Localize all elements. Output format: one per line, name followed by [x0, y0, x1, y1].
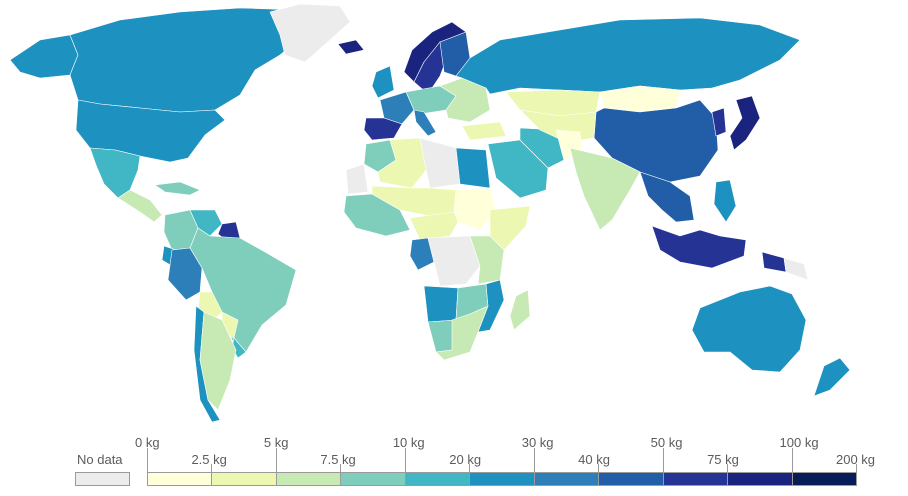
legend-tick: [598, 464, 600, 472]
legend-tick: [211, 464, 213, 472]
legend-swatch: [469, 472, 535, 486]
region-korea: [711, 107, 727, 137]
legend-label-upper: 100 kg: [779, 435, 819, 450]
legend-swatch: [340, 472, 406, 486]
legend-label-lower: 200 kg: [836, 452, 876, 467]
legend-label-upper: 0 kg: [135, 435, 160, 450]
region-mexico: [89, 147, 141, 199]
region-brazil: [189, 227, 297, 353]
region-australia: [691, 285, 807, 373]
legend-tick: [275, 448, 277, 472]
region-iberia: [363, 117, 403, 141]
legend-label-lower: 7.5 kg: [320, 452, 356, 467]
legend-label-lower: 40 kg: [578, 452, 610, 467]
legend-no-data-swatch: [75, 472, 130, 486]
region-alaska: [9, 34, 79, 79]
legend-label-lower: 75 kg: [707, 452, 739, 467]
legend-swatch: [727, 472, 793, 486]
region-caribbean: [154, 181, 201, 196]
legend-tick: [404, 448, 406, 472]
legend-swatch: [791, 472, 857, 486]
legend-tick: [533, 448, 535, 472]
legend-tick: [147, 448, 148, 472]
region-gabon-congo: [409, 237, 435, 271]
region-venezuela: [189, 209, 223, 237]
legend-swatch: [598, 472, 664, 486]
region-argentina: [199, 311, 237, 411]
legend-tick: [791, 448, 793, 472]
legend-label-lower: 2.5 kg: [191, 452, 227, 467]
region-central-america: [117, 189, 163, 223]
legend-tick: [662, 448, 664, 472]
legend-label-upper: 50 kg: [650, 435, 683, 450]
region-italy: [413, 109, 437, 137]
world-map: [9, 3, 851, 423]
region-egypt: [455, 147, 491, 189]
legend-swatch: [147, 472, 213, 486]
region-philippines: [713, 179, 737, 223]
legend-swatch: [275, 472, 342, 486]
region-libya: [419, 137, 461, 189]
legend-label-upper: 30 kg: [521, 435, 554, 450]
region-horn-africa: [489, 205, 531, 251]
region-indonesia: [651, 225, 747, 269]
region-canada: [69, 7, 311, 113]
legend-tick: [856, 464, 857, 472]
legend-swatch: [533, 472, 600, 486]
region-india: [569, 147, 641, 231]
legend-tick: [340, 464, 342, 472]
region-iceland: [337, 39, 365, 55]
legend: No data 0 kg 5 kg 10 kg 30 kg 50 kg 100 kg 2.5…: [0, 430, 908, 496]
region-france: [379, 91, 415, 125]
region-mongolia: [599, 85, 681, 113]
region-new-zealand: [813, 357, 851, 397]
legend-tick: [727, 464, 729, 472]
region-uk: [371, 65, 395, 99]
region-new-guinea: [761, 251, 787, 273]
legend-swatch: [404, 472, 471, 486]
legend-no-data-label: No data: [77, 452, 123, 467]
region-angola: [423, 285, 459, 323]
region-kazakhstan: [505, 89, 601, 117]
region-west-sahara: [345, 163, 369, 195]
region-russia: [455, 17, 801, 95]
legend-label-upper: 10 kg: [392, 435, 425, 450]
region-central-africa: [409, 211, 459, 241]
legend-swatch: [211, 472, 277, 486]
legend-swatch: [662, 472, 729, 486]
region-southern-africa: [435, 305, 489, 361]
region-southeast-asia: [639, 171, 695, 223]
legend-tick: [469, 464, 471, 472]
legend-label-upper: 5 kg: [263, 435, 289, 450]
region-japan: [729, 95, 761, 151]
region-png-east: [783, 257, 809, 281]
region-turkey: [461, 121, 507, 141]
region-madagascar: [509, 289, 531, 331]
legend-label-lower: 20 kg: [449, 452, 482, 467]
region-greenland: [269, 3, 351, 63]
